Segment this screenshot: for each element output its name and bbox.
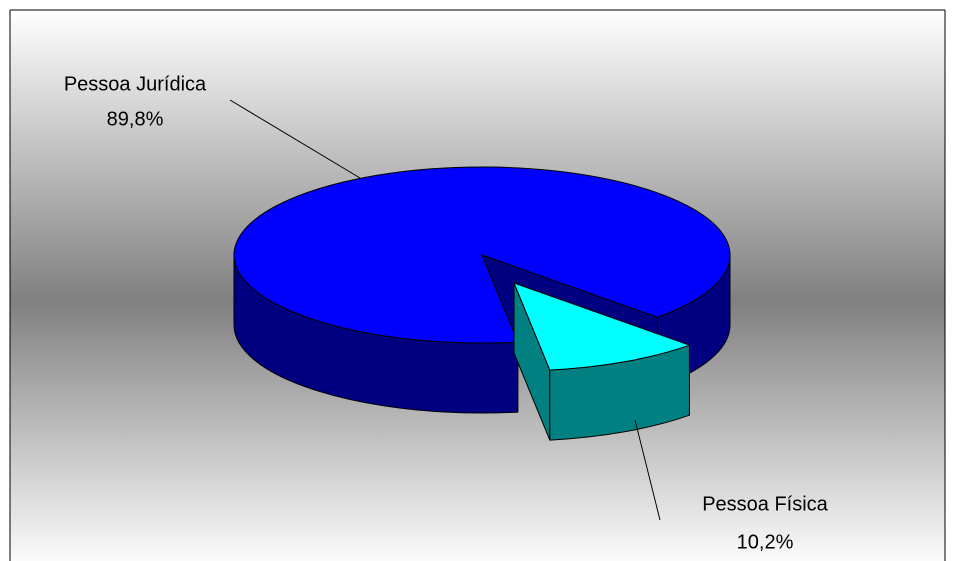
pie (233, 166, 731, 441)
slice (233, 166, 731, 344)
slice (513, 282, 690, 371)
category-label: Pessoa Física (702, 493, 828, 515)
category-label: Pessoa Jurídica (64, 73, 207, 95)
value-label: 89,8% (107, 108, 164, 130)
labels: Pessoa Jurídica 89,8% Pessoa Física 10,2% (64, 73, 829, 553)
leader-line (634, 419, 661, 521)
leader-line (229, 99, 361, 179)
value-label: 10,2% (737, 531, 794, 553)
